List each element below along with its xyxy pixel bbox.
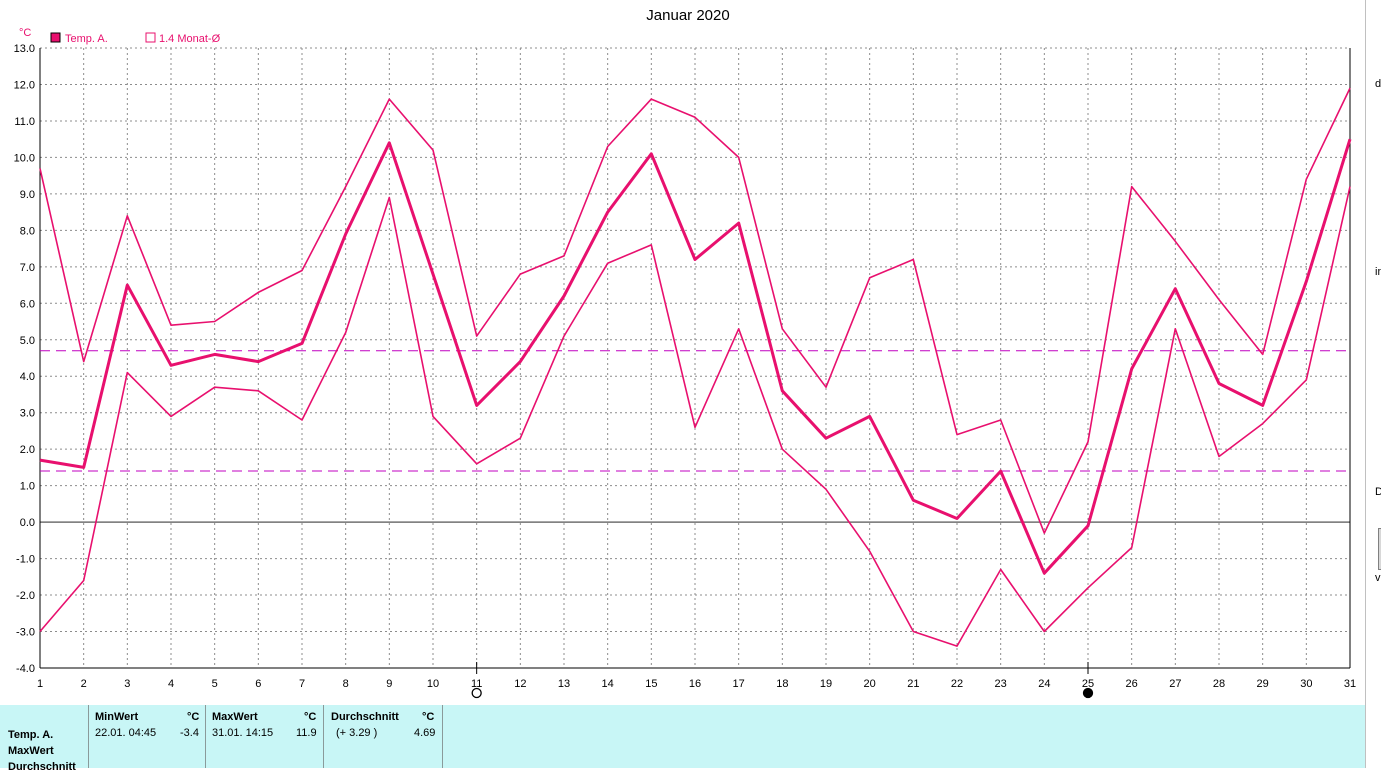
legend-label-temp: Temp. A. [65, 33, 108, 45]
row-label-max: MaxWert [8, 745, 54, 757]
x-tick-label: 7 [299, 678, 305, 690]
y-tick-label: -2.0 [16, 590, 35, 602]
x-tick-label: 18 [776, 678, 788, 690]
x-tick-label: 30 [1300, 678, 1312, 690]
right-scroll-control[interactable] [1378, 528, 1381, 570]
max-value: 11.9 [296, 727, 317, 739]
x-tick-label: 4 [168, 678, 174, 690]
series-line-min [39, 186, 1351, 647]
min-datetime: 22.01. 04:45 [95, 727, 157, 739]
y-tick-label: 2.0 [20, 444, 35, 456]
x-tick-label: 20 [864, 678, 876, 690]
full-moon-marker [471, 687, 482, 699]
right-fragment-4: vi [1375, 572, 1381, 584]
y-tick-label: -3.0 [16, 627, 35, 639]
y-tick-label: 10.0 [14, 152, 35, 164]
series-line-mean [39, 138, 1352, 575]
series-line-max [39, 87, 1351, 534]
x-tick-label: 25 [1082, 678, 1094, 690]
y-tick-label: 7.0 [20, 262, 35, 274]
x-tick-label: 6 [255, 678, 261, 690]
new-moon-marker [1082, 687, 1094, 699]
x-tick-label: 29 [1257, 678, 1269, 690]
min-column: MinWert °C 22.01. 04:45 -3.4 [88, 705, 205, 768]
right-fragment-2: in [1375, 266, 1381, 278]
min-value: -3.4 [180, 727, 199, 739]
x-tick-label: 5 [212, 678, 218, 690]
y-unit-label: °C [19, 27, 31, 39]
avg-header: Durchschnitt [331, 711, 399, 723]
y-tick-label: 6.0 [20, 298, 35, 310]
y-tick-label: 3.0 [20, 408, 35, 420]
right-fragment-1: d [1375, 78, 1381, 90]
x-tick-label: 19 [820, 678, 832, 690]
right-fragment-3: D [1375, 486, 1381, 498]
x-tick-label: 10 [427, 678, 439, 690]
right-window-strip: d in D vi [1365, 0, 1381, 768]
y-tick-label: -1.0 [16, 554, 35, 566]
x-tick-label: 22 [951, 678, 963, 690]
chart-area: 13.0 12.0 11.0 10.0 9.0 8.0 7.0 6.0 5.0 4.0 3.0 2.0… [14, 7, 1356, 699]
x-tick-label: 14 [602, 678, 614, 690]
y-tick-label: 1.0 [20, 481, 35, 493]
min-unit: °C [187, 711, 200, 723]
row-label-temp: Temp. A. [8, 729, 54, 741]
x-tick-label: 26 [1126, 678, 1138, 690]
y-tick-label: 0.0 [20, 517, 35, 529]
max-header: MaxWert [212, 711, 258, 723]
stats-panel: Temp. A. MaxWert Durchschnitt MinWert °C… [0, 705, 1365, 773]
x-tick-label: 9 [386, 678, 392, 690]
max-column: MaxWert °C 31.01. 14:15 11.9 [205, 705, 322, 768]
y-tick-label: 4.0 [20, 371, 35, 383]
avg-deviation: (+ 3.29 ) [336, 727, 378, 739]
legend-label-monthly: 1.4 Monat-Ø [159, 33, 221, 45]
y-tick-label: 13.0 [14, 43, 35, 55]
y-tick-label: 12.0 [14, 79, 35, 91]
avg-unit: °C [422, 711, 435, 723]
x-tick-label: 1 [37, 678, 43, 690]
row-label-avg: Durchschnitt [8, 761, 76, 773]
legend-marker-filled [50, 32, 61, 43]
x-tick-label: 23 [995, 678, 1007, 690]
temperature-chart: 13.012.011.010.09.08.07.06.05.04.03.02.0… [14, 7, 1356, 699]
x-tick-label: 2 [81, 678, 87, 690]
x-tick-label: 8 [343, 678, 349, 690]
chart-title: Januar 2020 [646, 7, 729, 24]
x-tick-label: 16 [689, 678, 701, 690]
min-header: MinWert [95, 711, 139, 723]
max-datetime: 31.01. 14:15 [212, 727, 274, 739]
y-tick-label: 5.0 [20, 335, 35, 347]
x-tick-label: 13 [558, 678, 570, 690]
x-tick-label: 21 [907, 678, 919, 690]
avg-value: 4.69 [414, 727, 436, 739]
x-tick-label: 24 [1038, 678, 1050, 690]
x-tick-label: 28 [1213, 678, 1225, 690]
y-tick-label: 9.0 [20, 189, 35, 201]
x-tick-label: 27 [1169, 678, 1181, 690]
x-tick-label: 31 [1344, 678, 1356, 690]
legend-marker-hollow [145, 32, 156, 43]
x-tick-label: 11 [471, 678, 482, 690]
x-tick-label: 17 [733, 678, 745, 690]
y-tick-label: 8.0 [20, 225, 35, 237]
y-tick-label: -4.0 [16, 663, 35, 675]
avg-column: Durchschnitt °C (+ 3.29 ) 4.69 [323, 705, 443, 768]
x-tick-label: 3 [124, 678, 130, 690]
x-tick-label: 15 [645, 678, 657, 690]
max-unit: °C [304, 711, 317, 723]
y-tick-label: 11.0 [14, 116, 35, 128]
x-tick-label: 12 [514, 678, 526, 690]
